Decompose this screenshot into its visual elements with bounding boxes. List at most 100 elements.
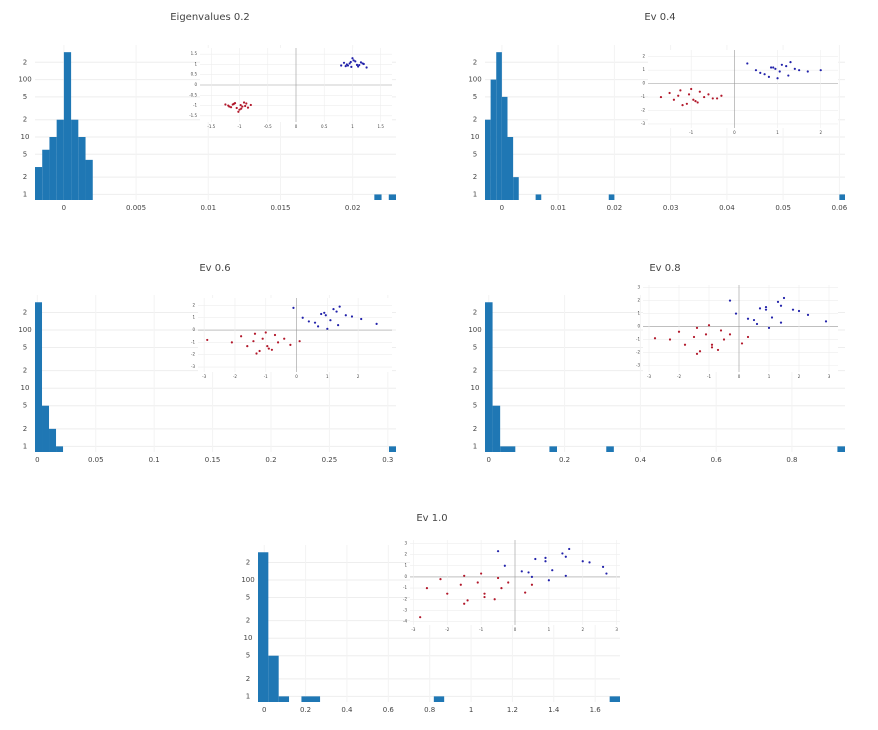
y-tick-label: 1 bbox=[246, 692, 250, 700]
scatter-point bbox=[787, 74, 790, 77]
inset-y-tick-label: 1 bbox=[642, 67, 645, 72]
inset-x-tick-label: -1.5 bbox=[207, 124, 215, 129]
inset-y-tick-label: 0 bbox=[192, 327, 195, 332]
inset-x-tick-label: -1 bbox=[479, 627, 483, 632]
chart-title: Ev 0.8 bbox=[649, 263, 680, 274]
scatter-point bbox=[716, 348, 720, 352]
scatter-point bbox=[544, 560, 547, 563]
histogram-bar bbox=[485, 119, 491, 200]
x-tick-label: 0.02 bbox=[607, 204, 623, 212]
inset-y-tick-label: -4 bbox=[403, 619, 407, 624]
y-tick-label: 2 bbox=[473, 173, 477, 181]
scatter-point bbox=[758, 307, 762, 310]
scatter-point bbox=[350, 65, 353, 69]
scatter-point bbox=[785, 65, 788, 68]
scatter-point bbox=[439, 578, 442, 581]
scatter-point bbox=[253, 332, 257, 335]
inset-x-tick-label: -0.5 bbox=[264, 124, 272, 129]
inset-x-tick-label: 0 bbox=[295, 374, 298, 379]
scatter-point bbox=[767, 326, 771, 329]
y-tick-label: 2 bbox=[246, 559, 250, 567]
scatter-point bbox=[340, 64, 343, 67]
scatter-point bbox=[206, 338, 209, 342]
inset-x-tick-label: -1 bbox=[264, 374, 268, 379]
scatter-point bbox=[320, 312, 323, 316]
inset-y-tick-label: -3 bbox=[191, 364, 195, 369]
scatter-point bbox=[324, 314, 327, 317]
scatter-point bbox=[350, 315, 354, 318]
x-tick-label: 0.015 bbox=[270, 204, 290, 212]
histogram-bar bbox=[278, 696, 290, 702]
inset-y-tick-label: -0.5 bbox=[189, 92, 197, 97]
scatter-point bbox=[707, 324, 711, 327]
scatter-point bbox=[824, 320, 828, 323]
histogram-bar bbox=[433, 696, 445, 702]
y-tick-label: 100 bbox=[468, 326, 481, 334]
inset-y-tick-label: 2 bbox=[404, 552, 407, 557]
scatter-point bbox=[719, 329, 723, 332]
histogram-bar bbox=[535, 194, 542, 200]
scatter-point bbox=[344, 314, 347, 317]
x-tick-label: 1.2 bbox=[507, 706, 518, 714]
scatter-point bbox=[283, 337, 286, 340]
scatter-point bbox=[307, 320, 310, 323]
histogram-bar bbox=[78, 137, 86, 200]
histogram-bar bbox=[42, 405, 50, 452]
scatter-point bbox=[270, 348, 274, 351]
scatter-point bbox=[605, 572, 608, 575]
chart-title: Ev 1.0 bbox=[416, 513, 447, 524]
histogram-bar bbox=[374, 194, 382, 200]
inset-x-tick-label: 0 bbox=[295, 124, 298, 129]
inset-x-tick-label: 1 bbox=[776, 130, 779, 135]
scatter-point bbox=[480, 572, 483, 575]
scatter-point bbox=[772, 66, 775, 69]
scatter-point bbox=[544, 556, 547, 559]
scatter-point bbox=[246, 106, 250, 109]
histogram-bar bbox=[549, 446, 557, 452]
y-tick-label: 10 bbox=[21, 133, 30, 141]
scatter-point bbox=[770, 316, 774, 319]
x-tick-label: 0.05 bbox=[775, 204, 791, 212]
scatter-point bbox=[323, 311, 326, 314]
x-tick-label: 0.2 bbox=[300, 706, 311, 714]
scatter-point bbox=[746, 317, 750, 320]
scatter-point bbox=[695, 352, 699, 355]
scatter-point bbox=[527, 571, 530, 574]
scatter-point bbox=[337, 324, 340, 327]
scatter-point bbox=[779, 304, 783, 307]
scatter-point bbox=[690, 87, 693, 91]
scatter-point bbox=[681, 104, 684, 107]
scatter-point bbox=[298, 340, 301, 343]
y-tick-label: 2 bbox=[473, 116, 477, 124]
scatter-point bbox=[534, 557, 537, 561]
x-tick-label: 1 bbox=[469, 706, 473, 714]
scatter-point bbox=[659, 95, 663, 99]
y-tick-label: 2 bbox=[246, 675, 250, 683]
histogram-bar bbox=[35, 302, 43, 452]
scatter-point bbox=[503, 564, 506, 567]
x-tick-label: 0.8 bbox=[424, 706, 435, 714]
y-tick-label: 2 bbox=[23, 116, 27, 124]
scatter-point bbox=[769, 66, 773, 69]
scatter-point bbox=[728, 333, 732, 336]
inset-background bbox=[198, 298, 392, 372]
scatter-point bbox=[789, 61, 792, 64]
scatter-point bbox=[345, 63, 348, 66]
y-tick-label: 2 bbox=[473, 367, 477, 375]
inset-x-tick-label: -3 bbox=[411, 627, 415, 632]
y-tick-label: 2 bbox=[23, 58, 27, 66]
histogram-bar bbox=[485, 302, 493, 452]
scatter-point bbox=[229, 106, 233, 109]
scatter-point bbox=[235, 106, 238, 110]
scatter-point bbox=[564, 574, 567, 577]
inset-y-tick-label: 1.5 bbox=[191, 51, 198, 56]
histogram-bar bbox=[609, 696, 620, 702]
x-tick-label: 0.04 bbox=[719, 204, 735, 212]
y-tick-label: 1 bbox=[23, 442, 27, 450]
scatter-point bbox=[245, 102, 248, 105]
scatter-point bbox=[797, 309, 801, 313]
histogram-bar bbox=[388, 446, 396, 452]
scatter-point bbox=[698, 90, 701, 93]
histogram-bar bbox=[608, 194, 615, 200]
scatter-point bbox=[242, 101, 246, 104]
